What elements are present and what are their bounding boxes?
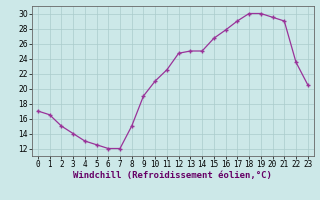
X-axis label: Windchill (Refroidissement éolien,°C): Windchill (Refroidissement éolien,°C) — [73, 171, 272, 180]
